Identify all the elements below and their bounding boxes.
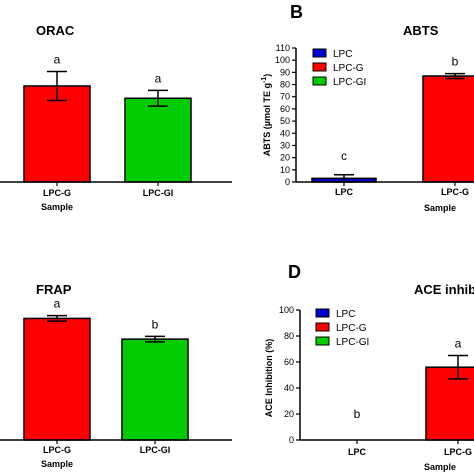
y-tick-label: 70 [280,92,290,102]
y-tick-label: 80 [284,331,294,341]
category-label: LPC-G [441,187,469,197]
y-axis-label-main: ABTS (µmol TE g [262,83,272,156]
category-label: LPC-G [43,188,71,198]
legend-label: LPC-G [336,323,367,334]
category-label: LPC-GI [140,445,171,455]
y-tick-label: 40 [280,128,290,138]
y-tick-label: 0 [289,435,294,445]
y-tick-label: 100 [279,305,294,315]
category-label: LPC [335,187,354,197]
y-tick-label: 60 [280,104,290,114]
y-tick-label: 100 [275,55,290,65]
legend: LPC LPC-G LPC-GI [315,308,369,348]
y-axis-label: ABTS (µmol TE g-1) [261,74,272,156]
y-tick-label: 30 [280,140,290,150]
chart-panel-2: B ABTS c LPC b LPC-G 0 10 20 30 40 50 60 70 80 90 100 110… [261,2,474,213]
significance-letter: a [455,337,462,351]
bar [23,85,91,183]
y-tick-label: 10 [280,165,290,175]
legend-swatch [312,62,327,72]
chart-title: ACE inhib [414,282,474,297]
significance-letter: c [341,149,347,163]
significance-letter: a [54,52,61,66]
y-tick-label: 60 [284,357,294,367]
legend-label: LPC [336,309,355,320]
legend: LPC LPC-G LPC-GI [312,48,366,88]
legend-swatch [315,336,330,346]
chart-panel-1: ORAC a LPC-G a LPC-GI Sample [0,23,232,212]
bar [422,75,474,183]
bar [23,317,91,441]
legend-label: LPC [333,49,352,60]
y-tick-label: 90 [280,67,290,77]
bar [124,97,192,183]
legend-swatch [315,322,330,332]
y-tick-label: 0 [285,177,290,187]
category-label: LPC-GI [143,188,174,198]
x-axis-label: Sample [41,202,73,212]
chart-title: FRAP [36,282,72,297]
y-tick-label: 110 [276,43,290,53]
legend-label: LPC-GI [336,337,369,348]
significance-letter: a [54,297,61,311]
chart-title: ORAC [36,23,75,38]
significance-letter: a [155,71,162,85]
category-label: LPC [348,447,367,457]
y-tick-label: 80 [280,80,290,90]
legend-swatch [315,308,330,318]
bar [425,366,474,441]
category-label: LPC-G [43,445,71,455]
panel-letter: B [290,2,303,22]
y-tick-label: 40 [284,383,294,393]
x-axis-label: Sample [424,462,456,472]
y-tick-label: 50 [280,116,290,126]
y-axis-label-main: ACE Inhibition (%) [264,339,274,418]
x-axis-label: Sample [424,203,456,213]
significance-letter: b [452,55,459,69]
y-tick-label: 20 [280,153,290,163]
bar [121,338,189,441]
y-axis-label: ACE Inhibition (%) [264,339,274,418]
y-axis-label-close: ) [262,74,272,77]
panel-letter: D [288,262,301,282]
y-axis-label-sup: -1 [261,77,268,83]
significance-letter: b [152,317,159,331]
category-label: LPC-G [444,447,472,457]
legend-swatch [312,48,327,58]
chart-panel-4: D ACE inhib b LPC a LPC-G 0 20 40 60 80 100 ACE Inhi… [264,262,474,472]
legend-label: LPC-GI [333,77,366,88]
legend-label: LPC-G [333,63,364,74]
legend-swatch [312,76,327,86]
y-tick-label: 20 [284,409,294,419]
chart-title: ABTS [403,23,439,38]
significance-letter: b [354,407,361,421]
x-axis-label: Sample [41,459,73,469]
